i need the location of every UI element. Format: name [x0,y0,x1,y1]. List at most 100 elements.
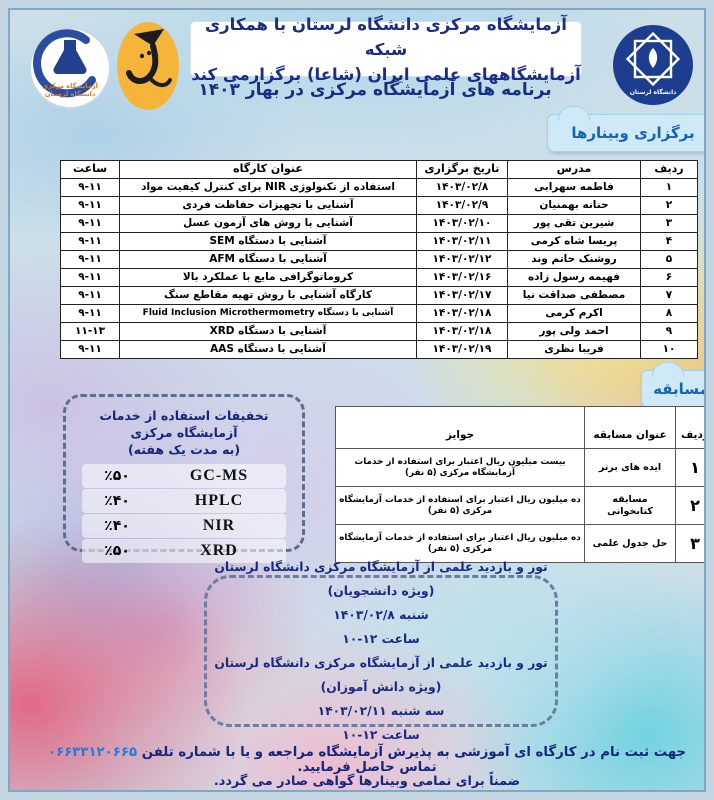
university-logo: دانشگاه لرستان [612,24,694,106]
row-title: کارگاه آشنایی با روش تهیه مقاطع سنگ [119,286,417,305]
row-no: ۵ [640,250,698,269]
row-time: ۹-۱۱ [60,268,120,287]
table-row: ۱ فاطمه سهرابی ۱۴۰۳/۰۲/۸ استفاده از تکنو… [60,178,698,197]
row-time: ۱۱-۱۳ [60,322,120,341]
central-lab-logo: آزمایشگاه مرکزی دانشگاه لرستان [28,22,112,114]
webinars-col-no: ردیف [640,160,698,179]
discount-value: ٪۴۰ [104,518,130,534]
row-date: ۱۴۰۳/۰۲/۱۷ [416,286,508,305]
webinars-col-time: ساعت [60,160,120,179]
table-row: ۱۰ فریبا نظری ۱۴۰۳/۰۲/۱۹ آشنایی با دستگا… [60,340,698,359]
central-lab-caption-1: آزمایشگاه مرکزی [42,81,98,90]
row-no: ۴ [640,232,698,251]
row-instructor: احمد ولی پور [507,322,641,341]
row-date: ۱۴۰۳/۰۲/۸ [416,178,508,197]
webinars-col-title: عنوان کارگاه [119,160,417,179]
row-instructor: فاطمه سهرابی [507,178,641,197]
list-item: ٪۴۰ NIR [82,514,286,538]
competition-col-title: عنوان مسابقه [584,406,676,449]
discount-value: ٪۵۰ [104,543,130,559]
row-date: ۱۴۰۳/۰۲/۱۸ [416,322,508,341]
table-row: ۳ حل جدول علمی ده میلیون ریال اعتبار برا… [335,524,704,563]
row-instructor: شیرین تقی پور [507,214,641,233]
row-no: ۹ [640,322,698,341]
title-line-2: آزمایشگاههای علمی ایران (شاعا) برگزارمی … [191,64,581,84]
table-row: ۶ فهیمه رسول زاده ۱۴۰۳/۰۲/۱۶ کروماتوگراف… [60,268,698,287]
central-lab-caption-2: دانشگاه لرستان [45,90,96,98]
shaa-logo [116,20,180,112]
row-instructor: پریسا شاه کرمی [507,232,641,251]
row-time: ۹-۱۱ [60,178,120,197]
row-prize: بیست میلیون ریال اعتبار برای استفاده از … [335,448,585,487]
row-prize: ده میلیون ریال اعتبار برای استفاده از خد… [335,524,585,563]
row-time: ۹-۱۱ [60,232,120,251]
table-row: ۱ ایده های برتر بیست میلیون ریال اعتبار … [335,448,704,487]
competition-section-tab: مسابقه [641,362,704,408]
webinars-section-label: برگزاری وبینارها [571,124,695,142]
tours-box: تور و بازدید علمی از آزمایشگاه مرکزی دان… [204,560,558,742]
discount-value: ٪۵۰ [104,468,130,484]
discounts-title-line-2: (به مدت یک هفته) [127,442,241,457]
webinars-table: ردیف مدرس تاریخ برگزاری عنوان کارگاه ساع… [60,160,698,359]
table-row: ۵ روشنک حاتم وند ۱۴۰۳/۰۲/۱۲ آشنایی با دس… [60,250,698,269]
competition-header-row: ردیف عنوان مسابقه جوایز [335,406,704,449]
row-date: ۱۴۰۳/۰۲/۹ [416,196,508,215]
table-row: ۴ پریسا شاه کرمی ۱۴۰۳/۰۲/۱۱ آشنایی با دس… [60,232,698,251]
row-no: ۷ [640,286,698,305]
row-date: ۱۴۰۳/۰۲/۱۱ [416,232,508,251]
university-logo-icon: دانشگاه لرستان [613,25,693,105]
central-lab-logo-icon: آزمایشگاه مرکزی دانشگاه لرستان [29,27,111,109]
row-title: آشنایی با روش های آزمون عسل [119,214,417,233]
row-date: ۱۴۰۳/۰۲/۱۸ [416,304,508,323]
table-row: ۷ مصطفی صداقت نیا ۱۴۰۳/۰۲/۱۷ کارگاه آشنا… [60,286,698,305]
tour-title: تور و بازدید علمی از آزمایشگاه مرکزی دان… [214,656,548,694]
row-instructor: حنانه بهمنیان [507,196,641,215]
footer-text-before-phone: جهت ثبت نام در کارگاه ای آموزشی به پذیرش… [137,745,687,760]
footer-registration-line: جهت ثبت نام در کارگاه ای آموزشی به پذیرش… [30,745,704,775]
row-no: ۱ [640,178,698,197]
table-row: ۸ اکرم کرمی ۱۴۰۳/۰۲/۱۸ آشنایی با دستگاه … [60,304,698,323]
row-instructor: مصطفی صداقت نیا [507,286,641,305]
row-no: ۲ [640,196,698,215]
row-time: ۹-۱۱ [60,340,120,359]
tour-time: ساعت ۱۰-۱۲ [342,632,420,646]
list-item: ٪۵۰ XRD [82,539,286,563]
tour-date: شنبه ۱۴۰۳/۰۲/۸ [333,608,429,622]
tour-date: سه شنبه ۱۴۰۳/۰۲/۱۱ [317,704,445,718]
row-time: ۹-۱۱ [60,214,120,233]
title-box: آزمایشگاه مرکزی دانشگاه لرستان با همکاری… [190,15,582,84]
row-title: آشنایی با دستگاه AAS [119,340,417,359]
tour-title: تور و بازدید علمی از آزمایشگاه مرکزی دان… [214,560,548,598]
footer-certificate-line: ضمناً برای تمامی وبینارها گواهی صادر می … [213,774,521,789]
competition-table: ردیف عنوان مسابقه جوایز ۱ ایده های برتر … [335,406,704,563]
row-title: آشنایی با دستگاه SEM [119,232,417,251]
discount-service: NIR [202,517,236,534]
table-row: ۹ احمد ولی پور ۱۴۰۳/۰۲/۱۸ آشنایی با دستگ… [60,322,698,341]
footer-text-after-phone: تماس حاصل فرمایید. [297,760,437,775]
discounts-box: تخفیفات استفاده از خدمات آزمایشگاه مرکزی… [63,394,305,563]
university-caption: دانشگاه لرستان [630,88,677,96]
row-date: ۱۴۰۳/۰۲/۱۹ [416,340,508,359]
discount-service: XRD [200,542,238,559]
row-no: ۱۰ [640,340,698,359]
webinars-col-instructor: مدرس [507,160,641,179]
row-title: آشنایی با دستگاه XRD [119,322,417,341]
row-title: استفاده از تکنولوژی NIR برای کنترل کیفیت… [119,178,417,197]
discount-service: HPLC [194,492,244,509]
discount-service: GC-MS [189,467,249,484]
row-date: ۱۴۰۳/۰۲/۱۶ [416,268,508,287]
row-time: ۹-۱۱ [60,304,120,323]
list-item: ٪۵۰ GC-MS [82,464,286,488]
webinars-section-tab: برگزاری وبینارها [547,106,704,152]
row-title: آشنایی با تجهیزات حفاظت فردی [119,196,417,215]
row-no: ۲ [675,486,704,525]
row-instructor: فهیمه رسول زاده [507,268,641,287]
discounts-list: ٪۵۰ GC-MS ٪۴۰ HPLC ٪۴۰ NIR ٪۵۰ XRD [72,464,296,563]
row-date: ۱۴۰۳/۰۲/۱۲ [416,250,508,269]
row-instructor: روشنک حاتم وند [507,250,641,269]
row-title: حل جدول علمی [584,524,676,563]
row-title: مسابقه کتابخوانی [584,486,676,525]
row-title: آشنایی با دستگاه AFM [119,250,417,269]
row-no: ۱ [675,448,704,487]
